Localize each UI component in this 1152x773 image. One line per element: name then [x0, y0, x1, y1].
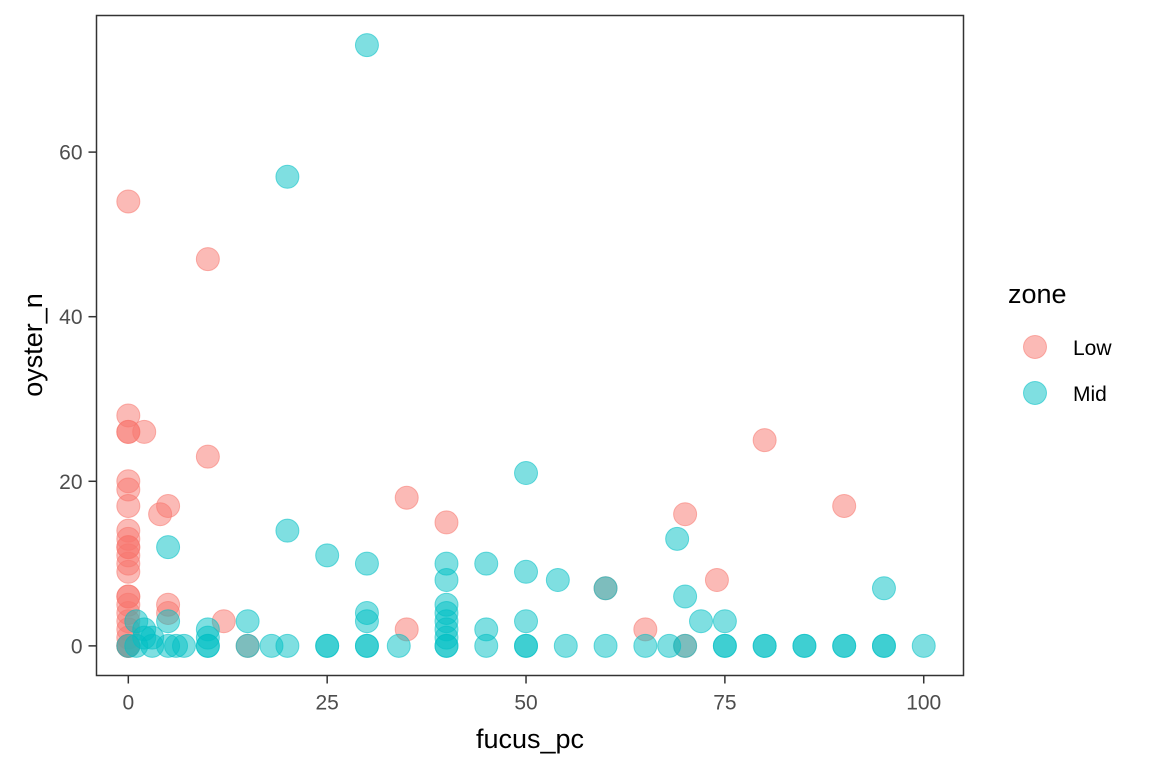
plot-panel-border [95, 14, 965, 677]
point-mid-47 [315, 633, 340, 658]
point-mid-55 [514, 633, 539, 658]
point-low-0 [116, 189, 141, 214]
point-mid-3 [275, 518, 300, 543]
point-mid-0 [354, 33, 379, 58]
point-low-38 [673, 502, 698, 527]
legend-label-low: Low [1073, 337, 1112, 360]
point-mid-25 [689, 609, 714, 634]
point-mid-11 [434, 568, 459, 593]
point-mid-13 [593, 576, 618, 601]
y-tick-label-0: 0 [71, 635, 83, 658]
point-mid-4 [665, 526, 690, 551]
legend-key-mid [1023, 381, 1047, 405]
point-mid-22 [354, 609, 379, 634]
series-low [116, 189, 857, 658]
y-tick-label-3: 60 [59, 142, 82, 165]
point-low-42 [832, 493, 857, 518]
point-mid-49 [354, 633, 379, 658]
point-mid-64 [752, 633, 777, 658]
x-tick-label-1: 25 [315, 692, 338, 715]
point-low-29 [195, 247, 220, 272]
y-tick-label-2: 40 [59, 306, 82, 329]
point-low-41 [752, 428, 777, 453]
x-tick-label-0: 0 [122, 692, 134, 715]
point-mid-1 [275, 164, 300, 189]
point-mid-58 [633, 633, 658, 658]
point-mid-15 [673, 584, 698, 609]
point-low-24 [132, 419, 157, 444]
point-mid-26 [712, 609, 737, 634]
point-mid-43 [235, 633, 260, 658]
point-low-30 [195, 444, 220, 469]
point-low-13 [116, 559, 141, 584]
point-mid-66 [792, 633, 817, 658]
legend: zone Low Mid [1008, 279, 1112, 406]
point-low-6 [116, 493, 141, 518]
point-mid-6 [315, 543, 340, 568]
point-mid-7 [354, 551, 379, 576]
point-mid-24 [514, 609, 539, 634]
legend-title: zone [1008, 279, 1067, 309]
x-axis: 0 25 50 75 100 [122, 675, 941, 715]
x-tick-label-4: 100 [906, 692, 941, 715]
y-axis-title: oyster_n [18, 293, 48, 397]
point-mid-14 [871, 576, 896, 601]
point-mid-71 [911, 633, 936, 658]
series-mid [116, 33, 936, 658]
point-mid-56 [553, 633, 578, 658]
x-tick-label-2: 50 [514, 692, 537, 715]
point-mid-45 [275, 633, 300, 658]
point-low-33 [394, 485, 419, 510]
point-mid-52 [434, 633, 459, 658]
points-layer [116, 33, 936, 658]
point-mid-20 [156, 609, 181, 634]
point-low-35 [434, 510, 459, 535]
point-mid-10 [514, 559, 539, 584]
point-mid-53 [474, 633, 499, 658]
point-low-26 [156, 493, 181, 518]
x-tick-label-3: 75 [713, 692, 736, 715]
point-mid-40 [172, 633, 196, 658]
point-mid-21 [235, 609, 260, 634]
point-low-40 [704, 568, 729, 593]
y-axis: 0 20 40 60 [59, 142, 97, 658]
point-mid-62 [712, 633, 737, 658]
point-mid-12 [545, 568, 570, 593]
point-mid-70 [871, 633, 896, 658]
legend-items: Low Mid [1023, 335, 1112, 406]
point-mid-60 [673, 633, 698, 658]
legend-key-low [1023, 335, 1047, 359]
point-mid-5 [156, 535, 181, 560]
point-mid-2 [514, 461, 539, 486]
legend-label-mid: Mid [1073, 383, 1107, 406]
point-mid-50 [386, 633, 411, 658]
point-mid-9 [474, 551, 499, 576]
point-mid-57 [593, 633, 618, 658]
point-mid-68 [832, 633, 857, 658]
x-axis-title: fucus_pc [476, 724, 584, 754]
y-tick-label-1: 20 [59, 471, 82, 494]
point-mid-42 [195, 633, 220, 658]
